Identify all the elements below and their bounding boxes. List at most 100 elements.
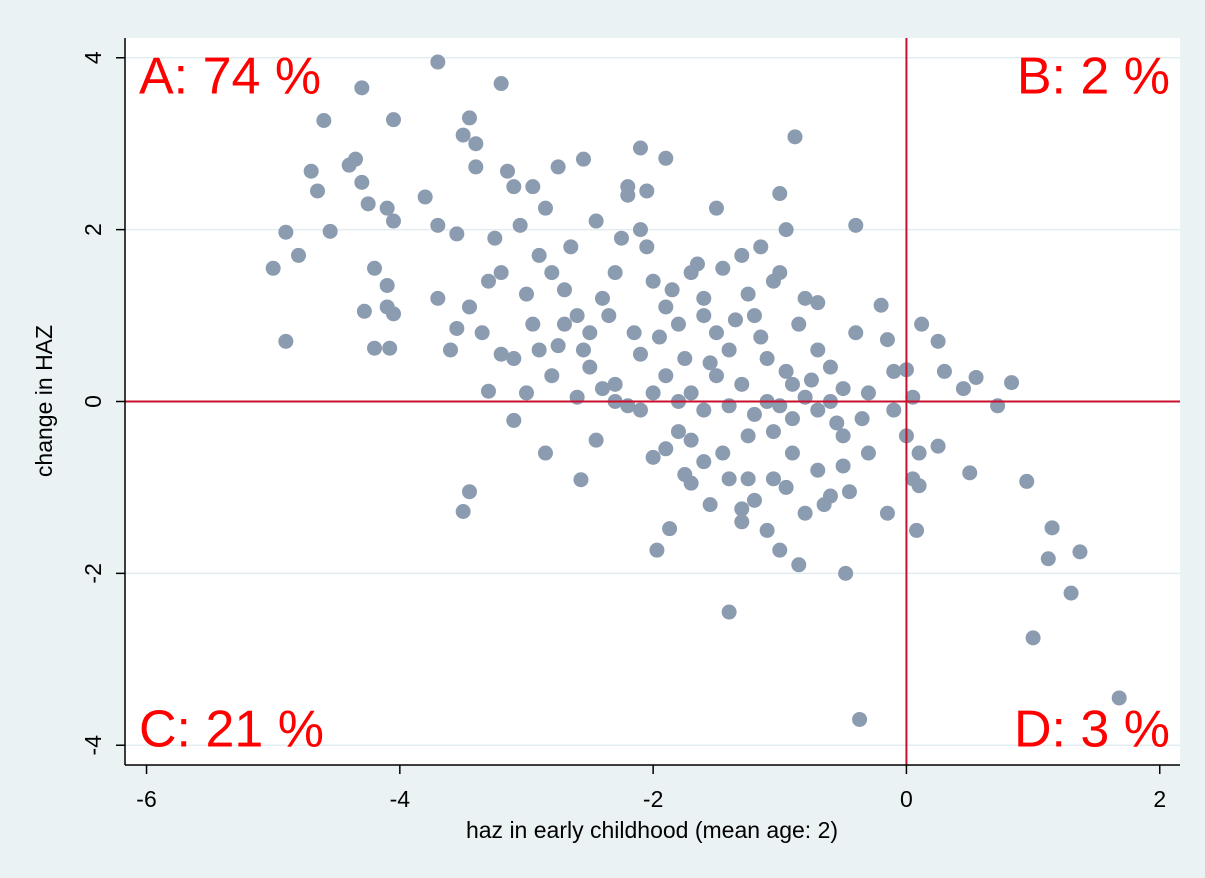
point (480, 273, 496, 289)
point (651, 329, 667, 345)
point (1063, 585, 1079, 601)
point (772, 186, 788, 202)
point (909, 522, 925, 538)
annotation: A: 74 % (139, 48, 321, 106)
point (765, 273, 781, 289)
point (740, 471, 756, 487)
point (740, 428, 756, 444)
point (537, 445, 553, 461)
point (1044, 520, 1060, 536)
x-tick-label: 0 (900, 786, 913, 812)
point (879, 332, 895, 348)
point (367, 260, 383, 276)
point (493, 76, 509, 92)
point (474, 325, 490, 341)
point (886, 402, 902, 418)
point (683, 475, 699, 491)
point (759, 351, 775, 367)
point (493, 346, 509, 362)
point (525, 316, 541, 332)
point (715, 445, 731, 461)
point (803, 372, 819, 388)
point (810, 402, 826, 418)
point (493, 265, 509, 281)
point (563, 239, 579, 255)
point (829, 415, 845, 431)
point (382, 340, 398, 356)
point (1040, 551, 1056, 567)
point (810, 342, 826, 358)
point (367, 340, 383, 356)
point (784, 411, 800, 427)
point (556, 282, 572, 298)
point (759, 522, 775, 538)
point (911, 478, 927, 494)
point (607, 376, 623, 392)
point (734, 247, 750, 263)
annotation: B: 2 % (1017, 48, 1170, 106)
point (461, 110, 477, 126)
point (442, 342, 458, 358)
point (778, 479, 794, 495)
point (430, 290, 446, 306)
point (721, 342, 737, 358)
point (860, 445, 876, 461)
point (356, 303, 372, 319)
point (265, 260, 281, 276)
point (632, 346, 648, 362)
point (550, 159, 566, 175)
point (303, 163, 319, 179)
point (455, 503, 471, 519)
point (354, 174, 370, 190)
y-tick-label: -2 (80, 563, 106, 583)
point (354, 80, 370, 96)
point (677, 351, 693, 367)
point (886, 363, 902, 379)
point (601, 308, 617, 324)
point (658, 150, 674, 166)
point (797, 290, 813, 306)
point (632, 222, 648, 238)
point (702, 497, 718, 513)
point (537, 200, 553, 216)
point (1111, 690, 1127, 706)
point (708, 200, 724, 216)
point (841, 484, 857, 500)
point (753, 329, 769, 345)
point (385, 112, 401, 128)
point (613, 230, 629, 246)
x-tick-label: -2 (643, 786, 663, 812)
point (385, 213, 401, 229)
point (449, 320, 465, 336)
point (740, 286, 756, 302)
point (689, 256, 705, 272)
point (556, 316, 572, 332)
point (662, 521, 678, 537)
point (506, 351, 522, 367)
point (765, 424, 781, 440)
point (696, 454, 712, 470)
point (430, 217, 446, 233)
point (645, 273, 661, 289)
point (607, 265, 623, 281)
point (664, 282, 680, 298)
point (753, 239, 769, 255)
point (746, 308, 762, 324)
annotation: C: 21 % (139, 701, 324, 759)
point (911, 445, 927, 461)
point (727, 312, 743, 328)
point (594, 290, 610, 306)
point (645, 449, 661, 465)
point (550, 338, 566, 354)
point (316, 112, 332, 128)
point (310, 183, 326, 199)
y-tick-label: 4 (80, 51, 106, 64)
point (468, 136, 484, 152)
point (784, 376, 800, 392)
point (715, 260, 731, 276)
point (778, 363, 794, 379)
point (385, 306, 401, 322)
point (632, 140, 648, 156)
point (670, 424, 686, 440)
